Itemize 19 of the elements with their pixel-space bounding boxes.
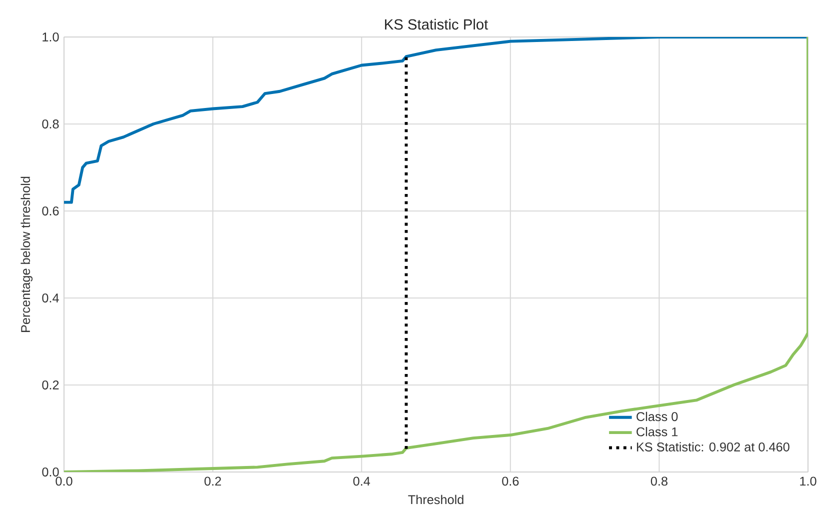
x-tick-label: 0.4 — [353, 476, 370, 486]
y-tick-label: 0.8 — [42, 120, 59, 128]
x-tick-label: 0.2 — [204, 476, 221, 486]
chart-title: KS Statistic Plot — [385, 18, 488, 30]
legend-label: Class 0 — [636, 412, 678, 422]
line-series — [64, 36, 808, 472]
y-tick-label: 0.4 — [42, 294, 59, 302]
x-tick-label: 1.0 — [800, 476, 816, 486]
x-tick-label: 0.8 — [650, 476, 668, 486]
legend-label: KS Statistic: 0.902 at 0.460 — [636, 442, 790, 452]
x-tick-label: 0.6 — [502, 476, 519, 486]
y-tick-label: 0.6 — [42, 206, 59, 216]
x-axis-title: Threshold — [408, 494, 464, 504]
y-tick-label: 0.0 — [42, 468, 59, 476]
y-tick-label: 1.0 — [42, 32, 59, 42]
legend-label: Class 1 — [636, 426, 678, 436]
x-tick-label: 0.0 — [56, 476, 72, 486]
y-axis-title: Percentage below threshold — [20, 176, 33, 332]
y-tick-label: 0.2 — [42, 380, 59, 390]
